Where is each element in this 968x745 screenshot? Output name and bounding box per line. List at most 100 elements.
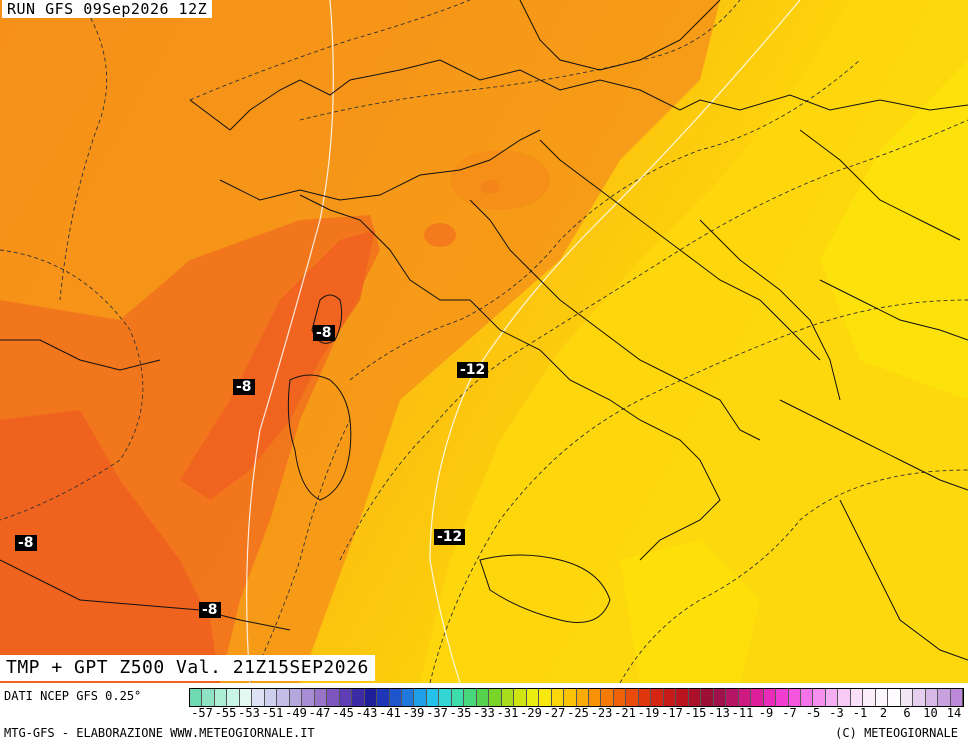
- contour-label: -8: [313, 325, 335, 341]
- scale-tick-label: 10: [923, 706, 938, 720]
- color-swatch: [863, 689, 876, 706]
- run-label: RUN GFS 09Sep2026 12Z: [2, 0, 213, 18]
- color-swatch: [190, 689, 203, 706]
- color-swatch: [663, 689, 677, 706]
- color-swatch: [526, 689, 540, 706]
- scale-tick-label: -53: [238, 706, 260, 720]
- color-swatch: [451, 689, 465, 706]
- scale-tick-label: -49: [285, 706, 307, 720]
- color-swatch: [464, 689, 477, 706]
- scale-tick-label: -15: [684, 706, 707, 720]
- contour-label: -8: [233, 379, 255, 395]
- scale-tick-label: -5: [805, 706, 821, 720]
- color-swatch: [638, 689, 652, 706]
- color-swatch: [813, 689, 826, 706]
- color-swatch: [364, 689, 378, 706]
- credit-left: MTG-GFS - ELABORAZIONE WWW.METEOGIORNALE…: [4, 726, 315, 740]
- color-swatch: [401, 689, 415, 706]
- scale-tick-label: -27: [543, 706, 566, 720]
- color-swatch: [875, 689, 889, 706]
- scale-tick-label: -1: [852, 706, 868, 720]
- color-swatch: [713, 689, 727, 706]
- color-swatch: [825, 689, 839, 706]
- scale-tick-label: -55: [214, 706, 237, 720]
- scale-tick-label: -45: [332, 706, 354, 720]
- scale-tick-label: -11: [731, 706, 754, 720]
- color-swatch: [539, 689, 552, 706]
- scale-tick-label: -21: [614, 706, 636, 720]
- scale-tick-label: -31: [496, 706, 519, 720]
- color-swatch: [576, 689, 589, 706]
- color-swatch: [900, 689, 914, 706]
- color-swatch: [551, 689, 565, 706]
- scale-tick-label: -29: [520, 706, 542, 720]
- scale-tick-label: -47: [308, 706, 331, 720]
- scale-tick-label: 2: [879, 706, 888, 720]
- data-source-label: DATI NCEP GFS 0.25°: [4, 689, 142, 703]
- map-title: TMP + GPT Z500 Val. 21Z15SEP2026: [0, 655, 375, 681]
- scale-tick-label: -35: [449, 706, 472, 720]
- color-swatch: [414, 689, 427, 706]
- color-swatch: [564, 689, 577, 706]
- color-swatch: [613, 689, 627, 706]
- color-swatch: [601, 689, 614, 706]
- color-swatch: [252, 689, 265, 706]
- scale-tick-label: 14: [946, 706, 962, 720]
- color-swatch: [589, 689, 602, 706]
- scale-tick-label: -13: [708, 706, 730, 720]
- scale-tick-label: -9: [758, 706, 774, 720]
- color-swatch: [763, 689, 777, 706]
- contour-label: -12: [434, 529, 466, 545]
- color-swatch: [439, 689, 452, 706]
- color-swatch: [202, 689, 215, 706]
- scale-tick-label: 6: [903, 706, 911, 720]
- color-swatch: [389, 689, 402, 706]
- scale-tick-label: -23: [590, 706, 613, 720]
- color-swatch: [938, 689, 951, 706]
- color-swatch: [214, 689, 228, 706]
- color-swatch: [701, 689, 714, 706]
- color-swatch: [277, 689, 290, 706]
- color-swatch: [327, 689, 340, 706]
- color-swatch: [514, 689, 527, 706]
- color-swatch: [426, 689, 440, 706]
- color-swatch: [676, 689, 689, 706]
- color-swatch: [314, 689, 328, 706]
- scale-tick-label: -37: [426, 706, 448, 720]
- color-swatch: [264, 689, 278, 706]
- scale-tick-label: -25: [567, 706, 589, 720]
- temperature-map: [0, 0, 968, 683]
- color-swatch: [626, 689, 639, 706]
- credit-right: (C) METEOGIORNALE: [835, 726, 958, 740]
- color-swatch: [751, 689, 764, 706]
- contour-label: -8: [15, 535, 37, 551]
- color-swatch: [800, 689, 814, 706]
- color-swatch: [950, 689, 964, 706]
- color-swatch: [339, 689, 353, 706]
- scale-tick-label: -41: [379, 706, 401, 720]
- scale-tick-label: -43: [355, 706, 378, 720]
- scale-tick-label: -51: [261, 706, 284, 720]
- color-scale-ticks: -57 -55 -53 -51 -49 -47 -45 -43 -41 -39 -37 -35 -33-…: [190, 706, 966, 722]
- scale-tick-label: -3: [829, 706, 844, 720]
- color-swatch: [850, 689, 864, 706]
- scale-tick-label: -7: [782, 706, 797, 720]
- scale-tick-label: -19: [637, 706, 660, 720]
- color-swatch: [239, 689, 253, 706]
- color-swatch: [501, 689, 515, 706]
- color-swatch: [352, 689, 365, 706]
- color-swatch: [726, 689, 739, 706]
- scale-tick-label: -39: [402, 706, 425, 720]
- color-swatch: [302, 689, 315, 706]
- color-swatch: [913, 689, 926, 706]
- color-swatch: [651, 689, 664, 706]
- color-swatch: [227, 689, 240, 706]
- color-swatch: [788, 689, 801, 706]
- scale-tick-label: -57: [191, 706, 213, 720]
- color-scale-bar: [189, 688, 965, 707]
- color-swatch: [738, 689, 752, 706]
- color-swatch: [688, 689, 702, 706]
- color-swatch: [289, 689, 303, 706]
- color-swatch: [925, 689, 939, 706]
- color-swatch: [838, 689, 851, 706]
